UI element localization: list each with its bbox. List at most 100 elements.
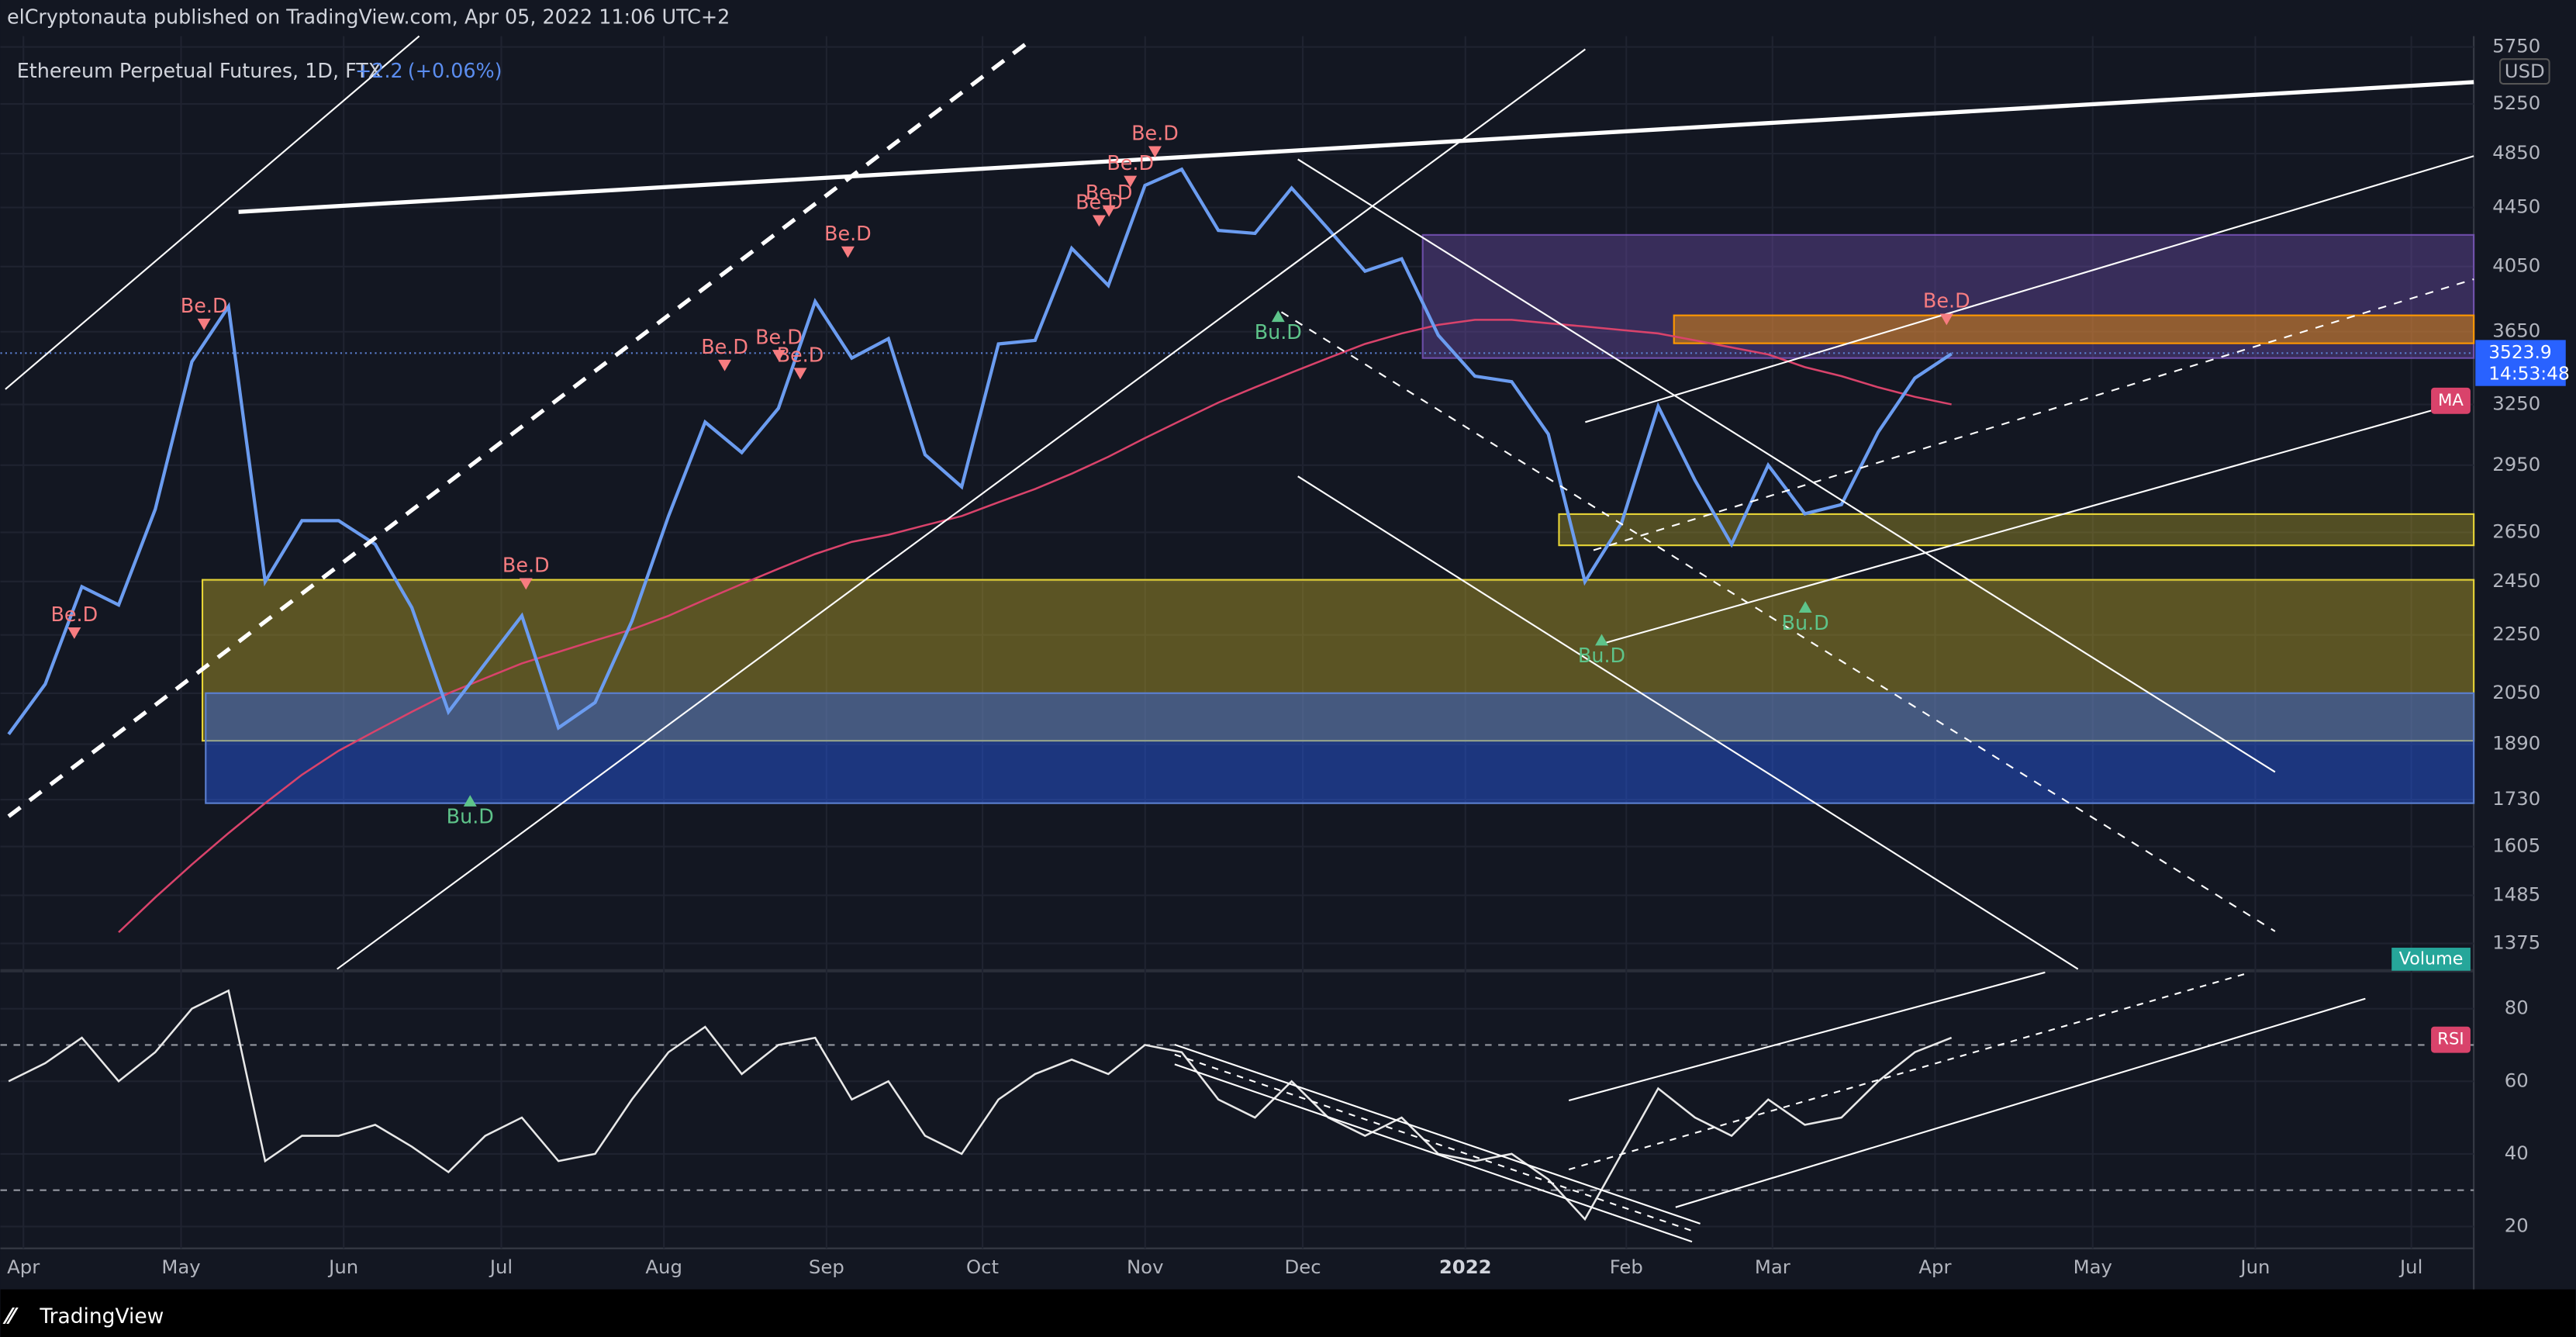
signal-marker bbox=[1148, 146, 1162, 158]
publisher: elCryptonauta published on TradingView.c… bbox=[7, 5, 730, 28]
rsi-label: RSI bbox=[2437, 1029, 2464, 1049]
trendline bbox=[1675, 997, 2366, 1208]
y-tick-label: 80 bbox=[2505, 997, 2529, 1019]
x-tick-label: Sep bbox=[809, 1256, 844, 1278]
signal-label: Be.D bbox=[1086, 181, 1133, 204]
ma-tag bbox=[2431, 387, 2471, 414]
grid bbox=[0, 46, 2474, 1228]
x-tick-label: 2022 bbox=[1439, 1256, 1492, 1278]
price-tag bbox=[2475, 340, 2566, 386]
signal-label: Bu.D bbox=[1782, 611, 1829, 634]
signal-marker bbox=[1271, 310, 1285, 323]
x-tick-label: Jun bbox=[327, 1256, 358, 1278]
signal-label: Be.D bbox=[755, 325, 803, 348]
y-tick-label: 5750 bbox=[2492, 35, 2540, 57]
change-pct: (+0.06%) bbox=[408, 59, 502, 82]
signal-marker bbox=[463, 795, 477, 807]
x-tick-label: Jul bbox=[489, 1256, 513, 1278]
currency-box bbox=[2498, 58, 2550, 85]
x-tick-label: Jul bbox=[2398, 1256, 2422, 1278]
signal-label: Bu.D bbox=[1255, 320, 1302, 344]
volume-tag bbox=[2391, 948, 2471, 971]
signal-marker bbox=[197, 318, 211, 330]
signal-label: Be.D bbox=[1076, 191, 1123, 214]
trendline bbox=[337, 48, 1586, 970]
signal-label: Be.D bbox=[701, 335, 748, 358]
series bbox=[7, 167, 1953, 1221]
x-tick-label: May bbox=[2074, 1256, 2112, 1278]
trendline bbox=[5, 35, 420, 390]
trendline bbox=[1568, 971, 2251, 1170]
trendline bbox=[1593, 278, 2474, 551]
signal-marker bbox=[1798, 601, 1812, 613]
zone bbox=[1673, 314, 2475, 344]
x-tick-label: Nov bbox=[1127, 1256, 1164, 1278]
x-tick-label: Apr bbox=[7, 1256, 40, 1278]
trendline bbox=[1585, 155, 2474, 423]
trendline bbox=[1280, 311, 2276, 932]
trendline bbox=[238, 80, 2474, 214]
signal-label: Be.D bbox=[824, 222, 872, 245]
change: +2.2 bbox=[355, 59, 403, 82]
signal-label: Be.D bbox=[181, 294, 228, 317]
brand: TradingView bbox=[39, 1304, 164, 1328]
trendline bbox=[1297, 158, 2276, 773]
trendline bbox=[1174, 1044, 1701, 1225]
y-tick-label: 4050 bbox=[2492, 254, 2540, 277]
ma-line bbox=[118, 319, 1952, 934]
signal-marker bbox=[519, 578, 533, 590]
y-tick-label: 2450 bbox=[2492, 569, 2540, 592]
y-tick-label: 2950 bbox=[2492, 453, 2540, 475]
y-tick-label: 60 bbox=[2505, 1069, 2529, 1091]
x-tick-label: Oct bbox=[966, 1256, 999, 1278]
trendline bbox=[1174, 1063, 1693, 1243]
rsi-line bbox=[8, 989, 1953, 1221]
price-line bbox=[7, 167, 1953, 735]
y-tick-label: 1375 bbox=[2492, 931, 2540, 954]
y-tick-label: 1890 bbox=[2492, 732, 2540, 755]
trendline bbox=[1568, 971, 2046, 1102]
zone bbox=[205, 692, 2475, 804]
y-tick-label: 3650 bbox=[2492, 320, 2540, 342]
signal-label: Bu.D bbox=[447, 805, 494, 828]
signal-marker bbox=[841, 246, 855, 258]
signal-marker bbox=[67, 627, 81, 639]
rsi-tag bbox=[2431, 1026, 2471, 1053]
trendline bbox=[1297, 475, 2079, 970]
y-tick-label: 1485 bbox=[2492, 883, 2540, 905]
signal-marker bbox=[1595, 634, 1608, 646]
x-tick-label: Apr bbox=[1918, 1256, 1952, 1278]
y-tick-label: 1605 bbox=[2492, 834, 2540, 857]
ma-label: MA bbox=[2438, 390, 2464, 409]
x-tick-label: Jun bbox=[2239, 1256, 2270, 1278]
y-tick-label: 4450 bbox=[2492, 195, 2540, 218]
last-price: 3523.9 bbox=[2488, 342, 2551, 363]
trendline bbox=[1601, 409, 2432, 645]
signal-marker bbox=[1939, 313, 1953, 326]
signal-label: Be.D bbox=[50, 603, 98, 626]
footer-bar bbox=[0, 1289, 2576, 1337]
currency: USD bbox=[2505, 60, 2545, 82]
y-tick-label: 1730 bbox=[2492, 787, 2540, 810]
zone bbox=[1558, 513, 2475, 547]
trendline bbox=[7, 37, 1034, 818]
y-tick-label: 5250 bbox=[2492, 92, 2540, 114]
month-grid bbox=[22, 36, 2412, 1249]
signal-marker bbox=[772, 350, 786, 361]
y-tick-label: 2250 bbox=[2492, 623, 2540, 645]
volume-label: Volume bbox=[2399, 948, 2464, 969]
signal-label: Be.D bbox=[1107, 151, 1154, 174]
trendlines bbox=[5, 35, 2474, 1243]
signal-label: Bu.D bbox=[1578, 644, 1625, 667]
signal-marker bbox=[793, 368, 807, 380]
y-tick-label: 2650 bbox=[2492, 520, 2540, 542]
signal-marker bbox=[718, 359, 732, 371]
axis: 1375 1485 1605 1730 1890 2050 2250 2450 2650 2950… bbox=[7, 35, 2540, 1279]
signal-label: Be.D bbox=[777, 344, 824, 367]
zone bbox=[1421, 233, 2475, 359]
signal-label: Be.D bbox=[1923, 289, 1970, 313]
signals: Be.DBe.DBe.DBe.D Be.DBe.DBe.DBe.DBe.DBe.D… bbox=[50, 122, 1970, 828]
y-tick-label: 3250 bbox=[2492, 392, 2540, 415]
